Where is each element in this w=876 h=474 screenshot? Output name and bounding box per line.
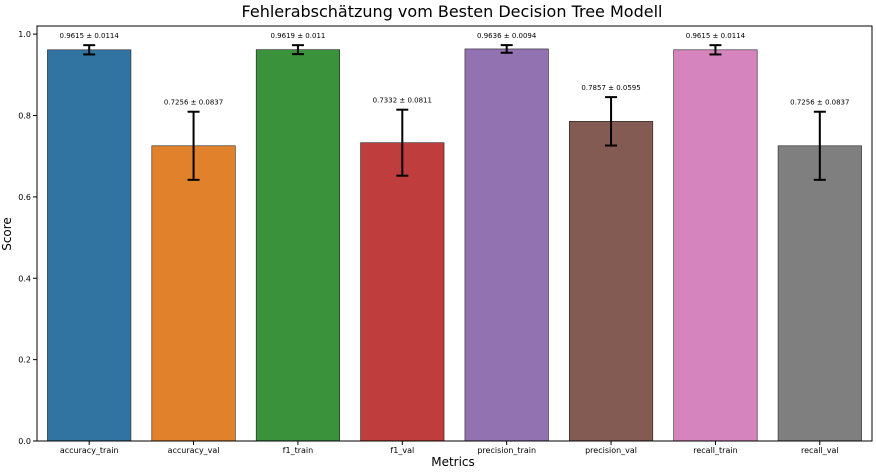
data-labels-group: 0.9615 ± 0.0114 0.7256 ± 0.0837 0.9619 ± 0… xyxy=(60,32,850,107)
bar-accuracy_train xyxy=(47,49,132,442)
y-tick-label-0.8: 0.8 xyxy=(18,112,31,121)
data-label-accuracy_val: 0.7256 ± 0.0837 xyxy=(164,99,223,107)
data-label-f1_val: 0.7332 ± 0.0811 xyxy=(373,97,432,105)
error-bars-group xyxy=(83,44,826,181)
y-tick-label-0.6: 0.6 xyxy=(18,193,31,202)
x-tick-label-recall_train: recall_train xyxy=(693,446,737,455)
bar-f1_train xyxy=(255,49,340,442)
bar-recall_train xyxy=(673,49,758,442)
chart-title: Fehlerabschätzung vom Besten Decision Tr… xyxy=(242,2,663,21)
bar-precision_val xyxy=(569,121,654,442)
data-label-precision_train: 0.9636 ± 0.0094 xyxy=(477,32,537,40)
x-tick-label-accuracy_val: accuracy_val xyxy=(168,446,220,455)
x-tick-label-precision_train: precision_train xyxy=(477,446,536,455)
x-axis-label: Metrics xyxy=(431,455,475,469)
y-tick-label-0.2: 0.2 xyxy=(18,356,31,365)
plot-frame xyxy=(36,25,873,442)
bars-group xyxy=(47,48,862,442)
data-label-accuracy_train: 0.9615 ± 0.0114 xyxy=(60,32,120,40)
y-tick-label-0.0: 0.0 xyxy=(18,437,31,446)
data-label-precision_val: 0.7857 ± 0.0595 xyxy=(581,84,640,92)
bar-f1_val xyxy=(360,142,445,442)
x-tick-label-f1_train: f1_train xyxy=(283,446,314,455)
bar-recall_val xyxy=(777,145,862,442)
bar-precision_train xyxy=(464,48,549,442)
x-axis: accuracy_train accuracy_val f1_train f1_val… xyxy=(60,441,839,455)
y-tick-label-1.0: 1.0 xyxy=(18,30,31,39)
y-axis: 0.0 0.2 0.4 0.6 0.8 1.0 xyxy=(18,30,37,446)
x-tick-label-f1_val: f1_val xyxy=(390,446,414,455)
x-tick-label-accuracy_train: accuracy_train xyxy=(60,446,119,455)
y-axis-label: Score xyxy=(0,217,14,251)
data-label-recall_train: 0.9615 ± 0.0114 xyxy=(686,32,746,40)
data-label-f1_train: 0.9619 ± 0.011 xyxy=(271,32,326,40)
y-tick-label-0.4: 0.4 xyxy=(18,274,31,283)
x-tick-label-recall_val: recall_val xyxy=(801,446,839,455)
x-tick-label-precision_val: precision_val xyxy=(585,446,637,455)
bar-accuracy_val xyxy=(151,145,236,442)
data-label-recall_val: 0.7256 ± 0.0837 xyxy=(790,99,849,107)
